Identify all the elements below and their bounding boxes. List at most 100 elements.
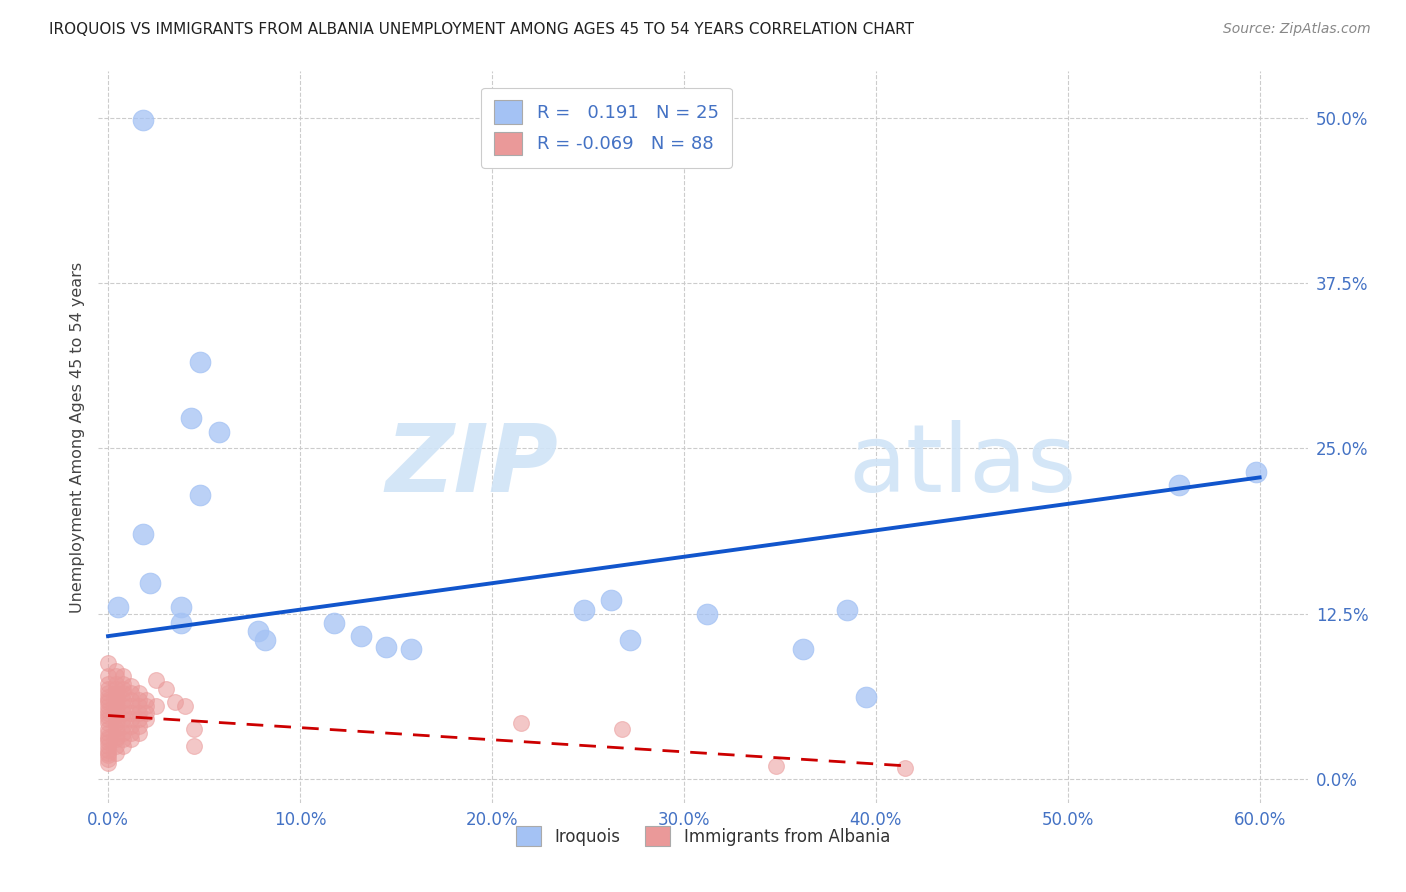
Point xyxy=(855,690,877,704)
Point xyxy=(401,642,423,657)
Point xyxy=(128,699,150,714)
Point xyxy=(104,686,127,700)
Point xyxy=(97,708,120,723)
Point xyxy=(104,746,127,760)
Point xyxy=(97,699,120,714)
Point xyxy=(792,642,814,657)
Point xyxy=(145,673,167,687)
Point xyxy=(120,680,142,694)
Point xyxy=(208,425,231,440)
Point xyxy=(188,355,211,369)
Point xyxy=(128,713,150,727)
Point xyxy=(145,699,167,714)
Point xyxy=(135,706,157,720)
Point xyxy=(188,488,211,502)
Point xyxy=(104,677,127,691)
Point xyxy=(104,699,127,714)
Point xyxy=(1244,465,1267,479)
Point xyxy=(97,706,120,720)
Point xyxy=(104,706,127,720)
Point xyxy=(572,603,595,617)
Point xyxy=(104,681,127,696)
Point xyxy=(135,713,157,727)
Point xyxy=(104,703,127,717)
Point xyxy=(112,692,135,706)
Point xyxy=(104,732,127,747)
Point xyxy=(97,732,120,747)
Point xyxy=(104,722,127,736)
Point xyxy=(97,677,120,691)
Point xyxy=(180,410,202,425)
Point xyxy=(170,615,193,630)
Point xyxy=(131,527,153,541)
Point xyxy=(104,739,127,753)
Point xyxy=(835,603,858,617)
Point xyxy=(97,681,120,696)
Text: atlas: atlas xyxy=(848,420,1077,512)
Point xyxy=(97,703,120,717)
Point xyxy=(97,756,120,771)
Point xyxy=(112,739,135,753)
Point xyxy=(131,113,153,128)
Point xyxy=(112,699,135,714)
Point xyxy=(104,669,127,683)
Point xyxy=(112,669,135,683)
Point xyxy=(104,708,127,723)
Point xyxy=(104,692,127,706)
Point xyxy=(128,706,150,720)
Point xyxy=(120,692,142,706)
Text: IROQUOIS VS IMMIGRANTS FROM ALBANIA UNEMPLOYMENT AMONG AGES 45 TO 54 YEARS CORRE: IROQUOIS VS IMMIGRANTS FROM ALBANIA UNEM… xyxy=(49,22,914,37)
Point xyxy=(112,706,135,720)
Point xyxy=(97,746,120,760)
Point xyxy=(128,719,150,733)
Point xyxy=(135,692,157,706)
Point xyxy=(112,677,135,691)
Point xyxy=(97,722,120,736)
Point xyxy=(120,706,142,720)
Point xyxy=(104,716,127,731)
Point xyxy=(135,699,157,714)
Point xyxy=(97,716,120,731)
Point xyxy=(165,695,187,709)
Point xyxy=(97,695,120,709)
Point xyxy=(1168,478,1191,492)
Point xyxy=(246,624,269,638)
Legend: Iroquois, Immigrants from Albania: Iroquois, Immigrants from Albania xyxy=(509,820,897,853)
Point xyxy=(97,730,120,744)
Point xyxy=(509,716,531,731)
Point xyxy=(612,722,634,736)
Point xyxy=(97,713,120,727)
Point xyxy=(104,695,127,709)
Point xyxy=(104,730,127,744)
Point xyxy=(112,719,135,733)
Point xyxy=(112,681,135,696)
Point xyxy=(97,669,120,683)
Point xyxy=(97,690,120,704)
Point xyxy=(97,725,120,739)
Point xyxy=(128,725,150,739)
Point xyxy=(97,686,120,700)
Point xyxy=(128,686,150,700)
Point xyxy=(120,725,142,739)
Point xyxy=(104,713,127,727)
Point xyxy=(893,761,915,775)
Point xyxy=(97,656,120,670)
Text: Source: ZipAtlas.com: Source: ZipAtlas.com xyxy=(1223,22,1371,37)
Point xyxy=(173,699,195,714)
Point xyxy=(183,739,205,753)
Point xyxy=(120,719,142,733)
Point xyxy=(120,732,142,747)
Point xyxy=(97,735,120,749)
Point xyxy=(120,699,142,714)
Point xyxy=(765,758,787,772)
Y-axis label: Unemployment Among Ages 45 to 54 years: Unemployment Among Ages 45 to 54 years xyxy=(69,261,84,613)
Point xyxy=(155,681,177,696)
Point xyxy=(104,725,127,739)
Point xyxy=(97,743,120,757)
Point xyxy=(599,593,621,607)
Point xyxy=(97,692,120,706)
Point xyxy=(112,713,135,727)
Point xyxy=(112,686,135,700)
Point xyxy=(619,633,641,648)
Point xyxy=(97,752,120,766)
